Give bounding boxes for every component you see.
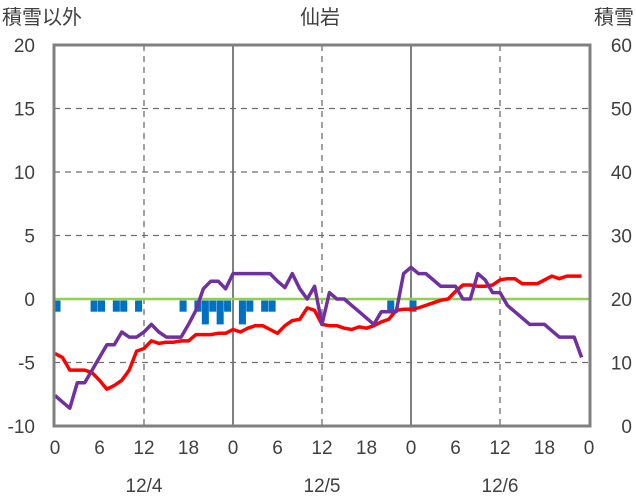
- left-tick-label: -5: [18, 354, 35, 375]
- x-tick-label: 12: [489, 438, 510, 459]
- right-tick-label: 0: [621, 417, 632, 438]
- precip-bar: [387, 300, 395, 312]
- x-tick-label: 0: [406, 438, 417, 459]
- precip-bar: [209, 300, 217, 312]
- x-tick-label: 12: [311, 438, 332, 459]
- x-tick-label: 0: [228, 438, 239, 459]
- left-tick-label: 10: [14, 163, 35, 184]
- temperature-line: [54, 274, 582, 391]
- x-tick-label: 18: [534, 438, 555, 459]
- left-tick-label: 5: [24, 227, 35, 248]
- precip-bar: [201, 300, 209, 325]
- left-axis-label: 積雪以外: [2, 6, 82, 29]
- x-tick-label: 12: [133, 438, 154, 459]
- x-tick-labels: 0 6 12 18 0 6 12 18 0 6 12 18 0: [50, 438, 595, 459]
- right-tick-label: 30: [611, 227, 632, 248]
- series-lines: [53, 265, 584, 410]
- precip-bar: [90, 300, 98, 312]
- precip-bar: [179, 300, 187, 312]
- plot-frame: [52, 43, 592, 428]
- x-tick-label: 0: [50, 438, 61, 459]
- left-tick-labels: 20 15 10 5 0 -5 -10: [8, 36, 35, 438]
- date-label: 12/6: [482, 476, 519, 497]
- x-tick-label: 18: [178, 438, 199, 459]
- date-label: 12/4: [126, 476, 163, 497]
- x-tick-label: 6: [94, 438, 105, 459]
- left-tick-label: 15: [14, 100, 35, 121]
- precip-bar: [112, 300, 120, 312]
- date-labels: 12/4 12/5 12/6: [126, 476, 519, 497]
- right-tick-label: 50: [611, 100, 632, 121]
- left-tick-label: -10: [8, 417, 35, 438]
- chart-title: 仙岩: [300, 6, 340, 29]
- x-tick-label: 6: [272, 438, 283, 459]
- x-tick-label: 0: [584, 438, 595, 459]
- date-label: 12/5: [304, 476, 341, 497]
- precip-bar: [53, 300, 61, 312]
- precip-bar: [409, 300, 417, 312]
- precip-bar: [268, 300, 276, 312]
- precip-bar: [97, 300, 106, 312]
- x-tick-label: 6: [450, 438, 461, 459]
- right-tick-labels: 60 50 40 30 20 10 0: [611, 36, 632, 438]
- precip-bar: [224, 300, 232, 312]
- right-tick-label: 40: [611, 163, 632, 184]
- precip-bar: [261, 300, 269, 312]
- x-tick-label: 18: [356, 438, 377, 459]
- precip-bar: [216, 300, 224, 325]
- right-tick-label: 10: [611, 354, 632, 375]
- right-axis-label: 積雪: [594, 6, 634, 29]
- right-tick-label: 20: [611, 290, 632, 311]
- snow-depth-line: [53, 265, 584, 410]
- precip-bar: [246, 300, 254, 312]
- precip-bar: [120, 300, 128, 312]
- precip-bar: [238, 300, 246, 325]
- grid: [54, 45, 590, 426]
- left-tick-label: 20: [14, 36, 35, 57]
- left-tick-label: 0: [24, 290, 35, 311]
- precip-bar: [135, 300, 143, 312]
- right-tick-label: 60: [611, 36, 632, 57]
